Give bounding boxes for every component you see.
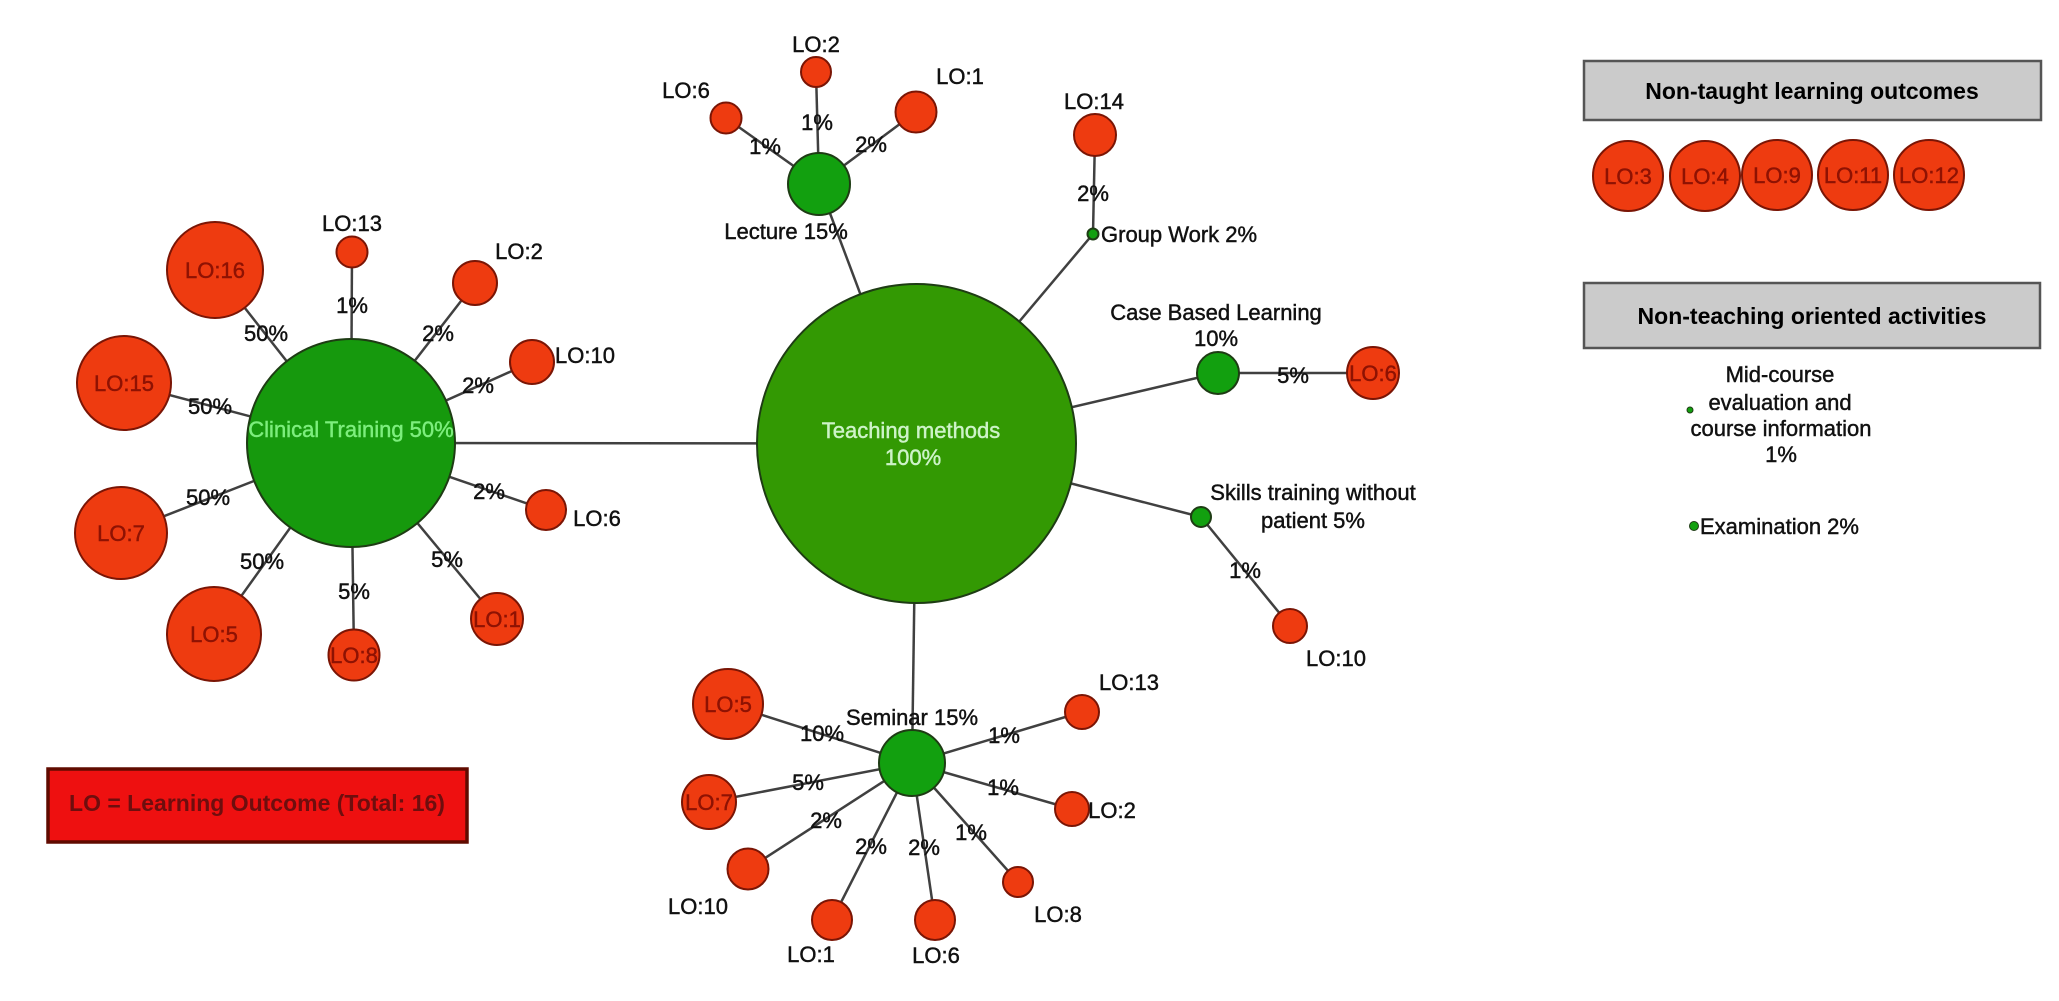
svg-text:LO:7: LO:7	[97, 521, 145, 546]
svg-text:2%: 2%	[855, 132, 887, 157]
svg-text:LO:13: LO:13	[1099, 670, 1159, 695]
svg-text:LO:12: LO:12	[1899, 163, 1959, 188]
svg-text:LO:8: LO:8	[330, 643, 378, 668]
svg-text:LO:4: LO:4	[1681, 164, 1729, 189]
svg-text:course information: course information	[1691, 416, 1872, 441]
svg-text:LO:6: LO:6	[1349, 361, 1397, 386]
svg-text:LO:8: LO:8	[1034, 902, 1082, 927]
svg-text:LO = Learning Outcome (Total:: LO = Learning Outcome (Total: 16)	[69, 790, 445, 816]
svg-text:LO:16: LO:16	[185, 258, 245, 283]
svg-text:LO:1: LO:1	[936, 64, 984, 89]
svg-text:LO:14: LO:14	[1064, 89, 1124, 114]
svg-text:LO:2: LO:2	[792, 32, 840, 57]
svg-text:LO:11: LO:11	[1824, 163, 1882, 188]
svg-text:LO:1: LO:1	[787, 942, 835, 967]
svg-text:LO:15: LO:15	[94, 371, 154, 396]
svg-text:1%: 1%	[801, 110, 833, 135]
svg-text:Non-taught learning outcomes: Non-taught learning outcomes	[1645, 78, 1979, 104]
svg-text:LO:2: LO:2	[1088, 798, 1136, 823]
svg-text:100%: 100%	[885, 445, 941, 470]
svg-text:50%: 50%	[188, 394, 232, 419]
svg-text:LO:10: LO:10	[555, 343, 615, 368]
svg-text:1%: 1%	[955, 820, 987, 845]
svg-text:LO:10: LO:10	[1306, 646, 1366, 671]
svg-text:Case Based Learning: Case Based Learning	[1110, 300, 1322, 325]
svg-text:2%: 2%	[855, 834, 887, 859]
svg-text:50%: 50%	[240, 549, 284, 574]
svg-text:Seminar 15%: Seminar 15%	[846, 705, 978, 730]
svg-text:2%: 2%	[462, 373, 494, 398]
svg-text:Teaching methods: Teaching methods	[822, 418, 1001, 443]
svg-text:10%: 10%	[1194, 326, 1238, 351]
svg-text:LO:7: LO:7	[685, 790, 733, 815]
svg-text:Mid-course: Mid-course	[1726, 362, 1835, 387]
svg-text:2%: 2%	[422, 321, 454, 346]
svg-text:1%: 1%	[1765, 442, 1797, 467]
svg-text:LO:13: LO:13	[322, 211, 382, 236]
svg-text:2%: 2%	[908, 835, 940, 860]
svg-text:Non-teaching oriented activiti: Non-teaching oriented activities	[1638, 303, 1987, 329]
svg-text:5%: 5%	[1277, 363, 1309, 388]
svg-text:LO:5: LO:5	[190, 622, 238, 647]
svg-text:patient 5%: patient 5%	[1261, 508, 1365, 533]
svg-text:50%: 50%	[186, 485, 230, 510]
svg-text:LO:1: LO:1	[473, 607, 521, 632]
svg-text:2%: 2%	[1077, 181, 1109, 206]
svg-text:Examination 2%: Examination 2%	[1700, 514, 1859, 539]
svg-text:2%: 2%	[473, 479, 505, 504]
svg-text:Lecture 15%: Lecture 15%	[724, 219, 848, 244]
svg-text:Clinical Training 50%: Clinical Training 50%	[248, 417, 453, 442]
svg-text:LO:6: LO:6	[662, 78, 710, 103]
svg-text:Group Work 2%: Group Work 2%	[1101, 222, 1257, 247]
svg-text:LO:2: LO:2	[495, 239, 543, 264]
svg-text:LO:5: LO:5	[704, 692, 752, 717]
svg-text:1%: 1%	[336, 293, 368, 318]
svg-text:50%: 50%	[244, 321, 288, 346]
svg-text:5%: 5%	[431, 547, 463, 572]
svg-text:LO:6: LO:6	[912, 943, 960, 968]
svg-text:evaluation and: evaluation and	[1708, 390, 1851, 415]
svg-text:2%: 2%	[810, 808, 842, 833]
svg-text:10%: 10%	[800, 721, 844, 746]
svg-text:LO:9: LO:9	[1753, 163, 1801, 188]
svg-text:1%: 1%	[988, 723, 1020, 748]
svg-text:Skills training without: Skills training without	[1210, 480, 1415, 505]
svg-text:5%: 5%	[338, 579, 370, 604]
svg-text:5%: 5%	[792, 770, 824, 795]
svg-text:1%: 1%	[987, 775, 1019, 800]
svg-text:LO:6: LO:6	[573, 506, 621, 531]
svg-text:1%: 1%	[1229, 558, 1261, 583]
svg-text:LO:3: LO:3	[1604, 164, 1652, 189]
svg-text:1%: 1%	[749, 134, 781, 159]
svg-text:LO:10: LO:10	[668, 894, 728, 919]
